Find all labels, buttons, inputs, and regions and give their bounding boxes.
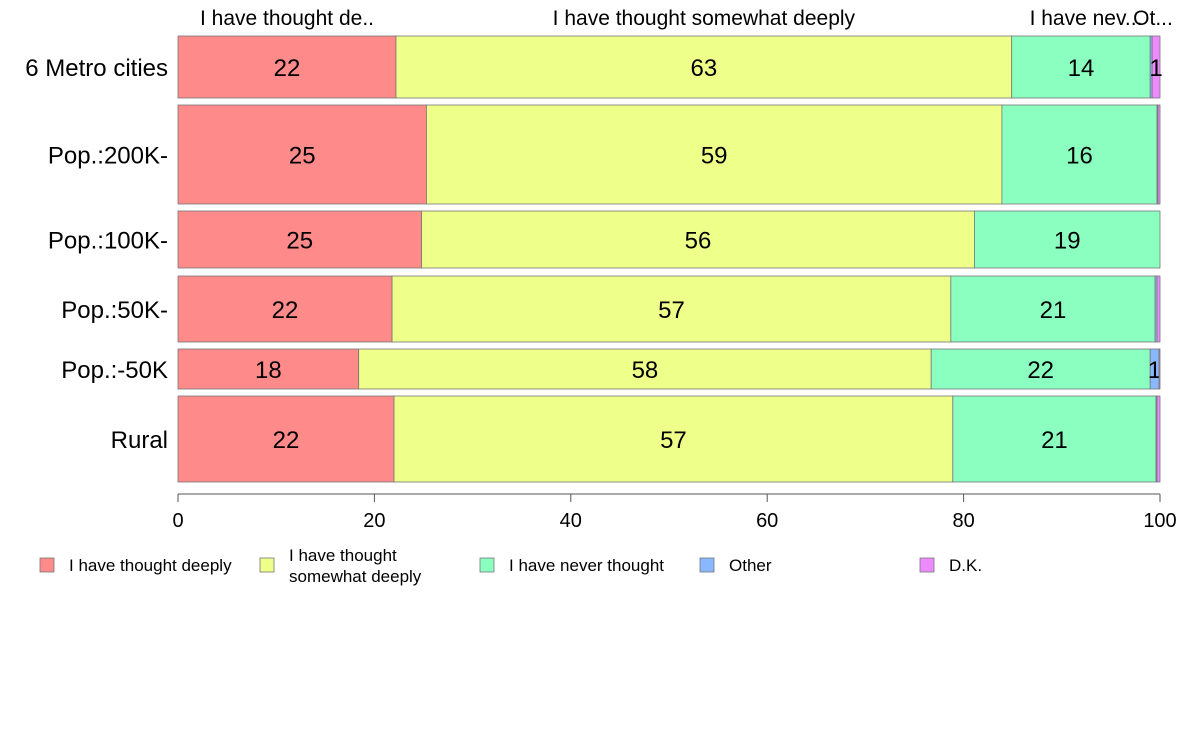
data-label: 56 — [685, 228, 712, 255]
bar-segment — [177, 104, 427, 205]
bar-segment — [426, 104, 1003, 205]
data-label: 63 — [691, 55, 718, 82]
legend-swatch — [479, 557, 495, 573]
bar-segment — [393, 395, 954, 483]
bar-segment — [1158, 348, 1161, 390]
data-label: 18 — [255, 357, 282, 384]
bar-row: Pop.:-50K 18 58 22 1 — [61, 348, 1161, 390]
bar-segment — [177, 395, 395, 483]
data-label: 22 — [274, 55, 301, 82]
legend-item: Other — [699, 556, 772, 575]
bar-segment — [1156, 275, 1161, 343]
category-label: Rural — [111, 427, 168, 454]
bar-segment — [391, 275, 952, 343]
legend-swatch — [39, 557, 55, 573]
data-label: 16 — [1066, 143, 1093, 170]
category-label: Pop.:-50K — [61, 357, 168, 384]
data-label: 1 — [1148, 357, 1161, 384]
legend-swatch — [919, 557, 935, 573]
data-label: 21 — [1040, 297, 1067, 324]
legend-swatch — [259, 557, 275, 573]
legend-label: D.K. — [949, 556, 982, 575]
x-tick-label: 80 — [952, 510, 974, 532]
legend-item: I have never thought — [479, 556, 664, 575]
legend-label: Other — [729, 556, 772, 575]
category-label: Pop.:50K- — [61, 297, 168, 324]
data-label: 14 — [1068, 55, 1095, 82]
bar-row: Pop.:100K- 25 56 19 — [48, 210, 1161, 269]
legend-swatch — [699, 557, 715, 573]
bar-segment — [952, 395, 1157, 483]
data-label: 22 — [272, 297, 299, 324]
x-tick-label: 60 — [756, 510, 778, 532]
x-tick-label: 40 — [560, 510, 582, 532]
top-series-label: I have thought somewhat deeply — [553, 7, 856, 30]
bar-segment — [974, 210, 1161, 269]
bar-row: Rural 22 57 21 — [111, 395, 1161, 483]
legend-label: I have thought deeply — [69, 556, 232, 575]
data-label: 25 — [286, 228, 313, 255]
data-label: 22 — [273, 427, 300, 454]
x-tick-label: 20 — [363, 510, 385, 532]
category-label: 6 Metro cities — [25, 55, 168, 82]
data-label: 57 — [660, 427, 687, 454]
bar-segment — [1001, 104, 1158, 205]
x-axis: 0 20 40 60 80 100 — [172, 493, 1177, 532]
data-label: 19 — [1054, 228, 1081, 255]
bar-segment — [930, 348, 1151, 390]
legend-item: D.K. — [919, 556, 982, 575]
bar-segment — [177, 210, 422, 269]
legend: I have thought deeply I have thought somew… — [39, 546, 982, 586]
bar-segment — [358, 348, 932, 390]
data-label: 22 — [1027, 357, 1054, 384]
bar-segment — [395, 35, 1013, 99]
category-label: Pop.:200K- — [48, 143, 168, 170]
top-series-label: I have thought de.. — [200, 7, 374, 30]
x-tick-label: 0 — [172, 510, 183, 532]
bar-segment — [1156, 395, 1161, 483]
bar-segment — [177, 348, 360, 390]
x-tick-label: 100 — [1143, 510, 1176, 532]
legend-item: I have thought deeply — [39, 556, 232, 575]
data-label: 58 — [632, 357, 659, 384]
bar-row: Pop.:50K- 22 57 21 — [61, 275, 1161, 343]
legend-item: I have thought somewhat deeply — [259, 546, 422, 586]
data-label: 57 — [658, 297, 685, 324]
legend-label: I have never thought — [509, 556, 664, 575]
bar-row: Pop.:200K- 25 59 16 — [48, 104, 1161, 205]
bar-segment — [1011, 35, 1151, 99]
data-label: 59 — [701, 143, 728, 170]
bar-row: 6 Metro cities 22 63 14 1 — [25, 35, 1163, 99]
legend-label: I have thought — [289, 546, 397, 565]
bar-segment — [1151, 35, 1161, 99]
legend-label: somewhat deeply — [289, 567, 422, 586]
top-series-labels: I have thought de.. I have thought somewh… — [200, 7, 1173, 30]
top-series-label: I have nev... — [1030, 7, 1143, 30]
data-label: 21 — [1041, 427, 1068, 454]
data-label: 25 — [289, 143, 316, 170]
bar-segment — [1157, 104, 1161, 205]
category-label: Pop.:100K- — [48, 228, 168, 255]
data-label: 1 — [1149, 55, 1162, 82]
bar-segment — [177, 275, 393, 343]
top-series-label: Ot... — [1133, 7, 1173, 30]
bar-segment — [177, 35, 397, 99]
